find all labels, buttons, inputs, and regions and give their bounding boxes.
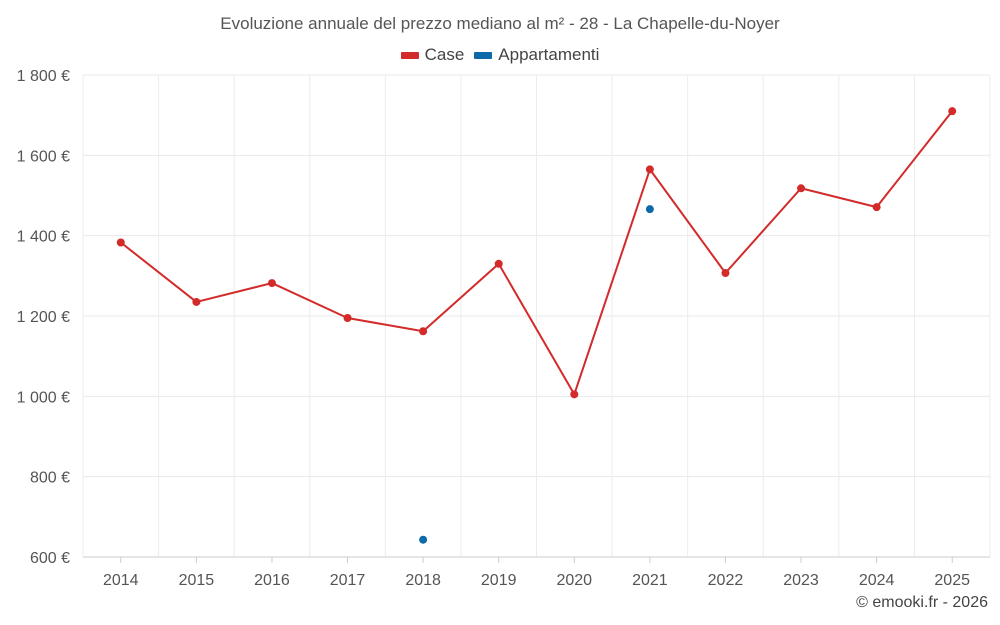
series-line-case bbox=[497, 262, 576, 396]
y-tick-label: 1 600 € bbox=[17, 148, 70, 165]
x-tick-label: 2019 bbox=[481, 572, 517, 589]
x-tick-label: 2025 bbox=[934, 572, 970, 589]
series-line-case bbox=[724, 187, 803, 275]
data-point-appartamenti[interactable] bbox=[419, 535, 428, 544]
data-point-case[interactable] bbox=[343, 314, 352, 323]
y-tick-label: 800 € bbox=[30, 470, 70, 487]
y-tick-label: 1 200 € bbox=[17, 309, 70, 326]
data-point-case[interactable] bbox=[116, 238, 125, 247]
series-line-case bbox=[270, 282, 349, 320]
y-tick-label: 1 800 € bbox=[17, 68, 70, 85]
y-tick-label: 1 400 € bbox=[17, 229, 70, 246]
data-point-case[interactable] bbox=[494, 259, 503, 268]
legend-label-appartamenti: Appartamenti bbox=[498, 45, 600, 64]
x-tick-label: 2023 bbox=[783, 572, 819, 589]
axis-layer: 600 € 800 € 1 000 € 1 200 € 1 400 € 1 600 € 1 … bbox=[17, 68, 990, 589]
data-point-case[interactable] bbox=[872, 203, 881, 212]
x-tick-label: 2014 bbox=[103, 572, 139, 589]
series-line-case bbox=[573, 168, 651, 396]
y-tick-label: 600 € bbox=[30, 550, 70, 567]
y-tick-label: 1 000 € bbox=[17, 389, 70, 406]
x-tick-label: 2021 bbox=[632, 572, 668, 589]
series-line-case bbox=[119, 241, 198, 303]
legend: Case Appartamenti bbox=[0, 45, 1000, 65]
data-point-case[interactable] bbox=[570, 390, 579, 399]
legend-swatch-appartamenti bbox=[474, 51, 493, 59]
credit-text: © emooki.fr - 2026 bbox=[856, 594, 988, 611]
data-point-case[interactable] bbox=[797, 184, 806, 193]
series-line-case bbox=[648, 168, 727, 275]
data-point-case[interactable] bbox=[721, 269, 730, 278]
x-tick-label: 2015 bbox=[179, 572, 215, 589]
legend-label-case: Case bbox=[424, 45, 465, 64]
series-line-case bbox=[800, 187, 878, 209]
x-tick-label: 2020 bbox=[556, 572, 592, 589]
data-point-case[interactable] bbox=[948, 107, 957, 116]
series-line-case bbox=[875, 110, 954, 209]
data-point-case[interactable] bbox=[192, 297, 201, 306]
x-tick-label: 2016 bbox=[254, 572, 290, 589]
legend-item-case[interactable]: Case bbox=[400, 45, 465, 65]
data-point-case[interactable] bbox=[645, 165, 654, 174]
series-line-case bbox=[346, 317, 425, 333]
data-point-appartamenti[interactable] bbox=[645, 205, 654, 214]
grid-layer bbox=[82, 74, 991, 557]
data-point-case[interactable] bbox=[267, 279, 276, 288]
legend-swatch-case bbox=[400, 51, 419, 59]
series-layer bbox=[116, 107, 957, 544]
series-line-case bbox=[195, 282, 273, 303]
chart-title: Evoluzione annuale del prezzo mediano al… bbox=[220, 14, 780, 33]
x-tick-label: 2017 bbox=[330, 572, 366, 589]
legend-item-appartamenti[interactable]: Appartamenti bbox=[474, 45, 599, 65]
x-tick-label: 2024 bbox=[859, 572, 895, 589]
x-tick-label: 2018 bbox=[405, 572, 441, 589]
x-tick-label: 2022 bbox=[708, 572, 744, 589]
series-line-case bbox=[422, 262, 500, 333]
data-point-case[interactable] bbox=[419, 327, 428, 336]
